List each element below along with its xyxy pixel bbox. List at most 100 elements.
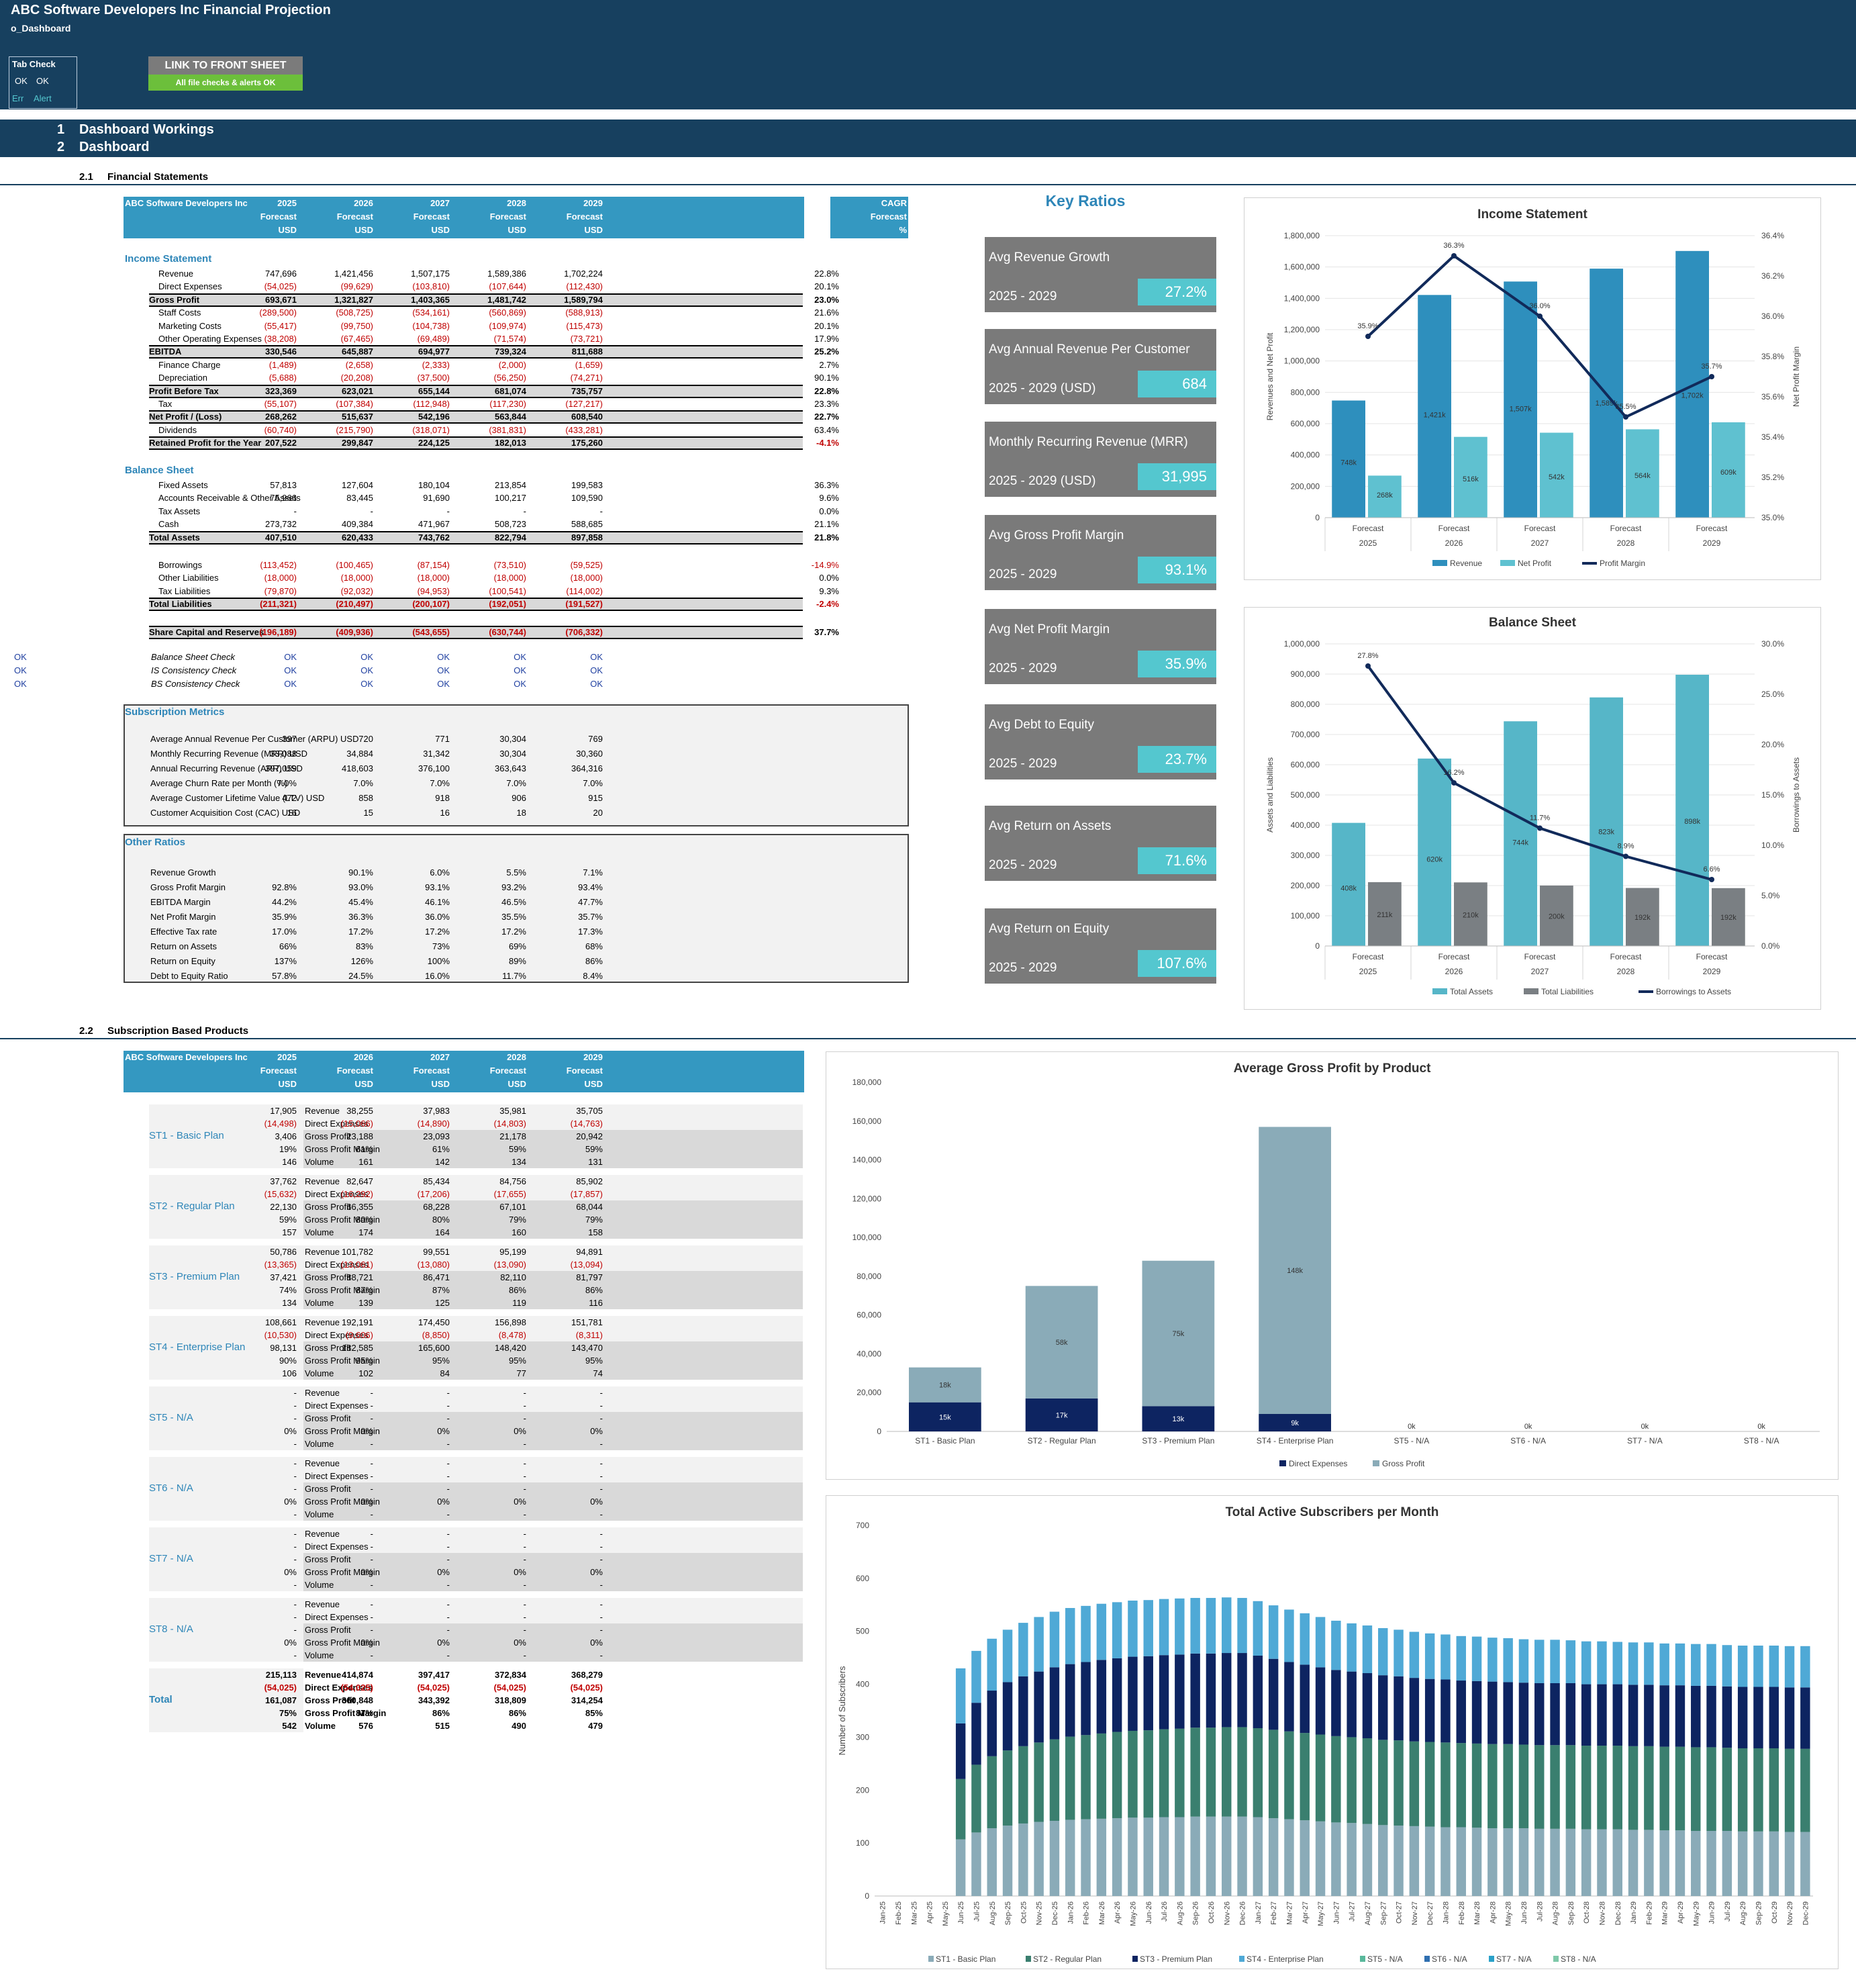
cagr-value: 21.8%	[814, 532, 839, 542]
metric-row: Customer Acquisition Cost (CAC) USD 16 15 1…	[149, 806, 803, 819]
bar	[1753, 1748, 1763, 1832]
metric-value: 363,643	[495, 763, 526, 773]
bar	[955, 1779, 966, 1840]
cell-value: (99,629)	[340, 281, 373, 292]
bar	[1706, 1644, 1716, 1686]
bar-data-label: 211k	[1377, 911, 1393, 919]
bar	[1143, 1817, 1153, 1896]
bar	[1253, 1601, 1263, 1656]
product-row: Volume 146 161 142 134 131	[282, 1155, 803, 1168]
product-row-value: -	[599, 1401, 603, 1411]
cell-value: (5,688)	[268, 373, 297, 383]
product-row-value: -	[599, 1458, 603, 1468]
product-row-value: (54,025)	[340, 1683, 373, 1693]
bar	[971, 1703, 981, 1765]
legend-label: ST8 - N/A	[1561, 1954, 1596, 1964]
year-header: 2025	[277, 198, 297, 208]
bar	[1362, 1738, 1373, 1824]
cell-value: 515,637	[342, 412, 373, 422]
year-header: 2027	[430, 1052, 450, 1062]
cell-value: 897,858	[571, 532, 603, 542]
section-1-label[interactable]: Dashboard Workings	[79, 122, 214, 137]
y-tick-label: 1,800,000	[1284, 231, 1320, 240]
metric-label: Monthly Recurring Revenue (MRR) USD	[150, 749, 308, 759]
section-2-label[interactable]: Dashboard	[79, 140, 150, 154]
bar	[1691, 1685, 1701, 1748]
product-row-value: -	[523, 1554, 526, 1564]
bar	[1159, 1817, 1169, 1896]
x-tick-label: 2028	[1617, 538, 1635, 548]
bar	[1628, 1746, 1639, 1830]
bar	[1456, 1681, 1466, 1744]
cell-value: -	[446, 506, 450, 516]
check-value: OK	[590, 652, 603, 662]
product-row-value: 165,600	[418, 1343, 450, 1353]
metric-label: Debt to Equity Ratio	[150, 971, 228, 981]
product-row-value: -	[370, 1554, 373, 1564]
cell-value: 199,583	[571, 480, 603, 490]
y-tick-label: 180,000	[852, 1078, 882, 1087]
bar	[987, 1756, 997, 1829]
cell-value: 693,671	[265, 294, 297, 305]
bar	[1471, 1681, 1482, 1744]
unit-header: USD	[507, 1079, 526, 1089]
product-row-value: 0%	[590, 1426, 603, 1436]
cell-value: (2,000)	[498, 359, 526, 370]
forecast-header: Forecast	[566, 211, 603, 222]
product-row-label: Revenue	[305, 1317, 340, 1327]
balance-chart-svg: 0 100,000 200,000 300,000 400,000 500,000 600,…	[1265, 639, 1801, 996]
cagr-header: CAGR Forecast %	[830, 197, 908, 238]
product-row: Gross Profit Margin 59% 80% 80% 79% 79%	[279, 1213, 803, 1226]
row-label: Tax	[158, 399, 173, 409]
bar	[1002, 1629, 1013, 1683]
bar-data-label: 1,421k	[1424, 412, 1447, 420]
table-row: Dividends (60,740) (215,790) (318,071) (381,…	[149, 424, 839, 436]
file-checks-status-button[interactable]: All file checks & alerts OK	[148, 75, 303, 91]
product-row-value: (54,025)	[417, 1683, 450, 1693]
row-label: Revenue	[158, 269, 194, 279]
product-row-value: -	[523, 1599, 526, 1609]
y-tick-label: 600,000	[1291, 419, 1320, 428]
cell-value: (117,230)	[489, 399, 526, 409]
link-front-sheet-button[interactable]: LINK TO FRONT SHEET	[148, 56, 303, 75]
cagr-value: 0.0%	[819, 573, 839, 583]
table-row: Staff Costs (289,500) (508,725) (534,161) (5…	[149, 306, 839, 319]
legend-label: Borrowings to Assets	[1656, 987, 1731, 996]
product-row-value: -	[599, 1388, 603, 1398]
bar	[1753, 1831, 1763, 1896]
bar-data-label: 748k	[1340, 459, 1357, 467]
x-tick-label: Forecast	[1524, 952, 1556, 961]
bar	[1424, 1826, 1435, 1896]
line-data-label: 11.7%	[1530, 814, 1551, 822]
metric-label: Net Profit Margin	[150, 912, 216, 922]
product-row-value: 0%	[360, 1497, 373, 1507]
cell-value: 1,321,827	[334, 294, 373, 305]
cell-value: 127,604	[342, 480, 373, 490]
cagr-value: 23.3%	[814, 399, 839, 409]
year-header: 2027	[430, 198, 450, 208]
check-value: OK	[360, 652, 373, 662]
cell-value: (38,208)	[264, 334, 297, 344]
product-row: Gross Profit Margin 0% 0% 0% 0% 0%	[284, 1425, 803, 1437]
forecast-header: Forecast	[489, 211, 526, 222]
product-row-value: -	[293, 1612, 297, 1622]
bar	[1300, 1820, 1310, 1896]
cell-value: (534,161)	[412, 307, 450, 318]
x-tick-label: Jan-28	[1442, 1901, 1450, 1924]
bar	[1222, 1653, 1232, 1727]
product-row-value: 0%	[437, 1638, 450, 1648]
product-row-label: Gross Profit Margin	[305, 1285, 380, 1295]
table-row: Tax Assets - - - - - 0.0%	[149, 505, 839, 518]
legend-swatch	[1279, 1460, 1286, 1466]
bar	[1002, 1826, 1013, 1896]
y2-tick-label: 36.2%	[1761, 271, 1784, 281]
metric-value: 45.4%	[348, 897, 373, 907]
metric-value: 17.3%	[578, 927, 603, 937]
bar	[1049, 1739, 1060, 1821]
product-row-value: -	[370, 1650, 373, 1660]
bar-data-label: 17k	[1056, 1411, 1068, 1419]
product-row-value: -	[446, 1401, 450, 1411]
key-ratio-card: Avg Return on Assets 2025 - 2029 71.6%	[985, 806, 1216, 881]
product-row-value: -	[293, 1554, 297, 1564]
cell-value: (55,417)	[264, 320, 297, 331]
